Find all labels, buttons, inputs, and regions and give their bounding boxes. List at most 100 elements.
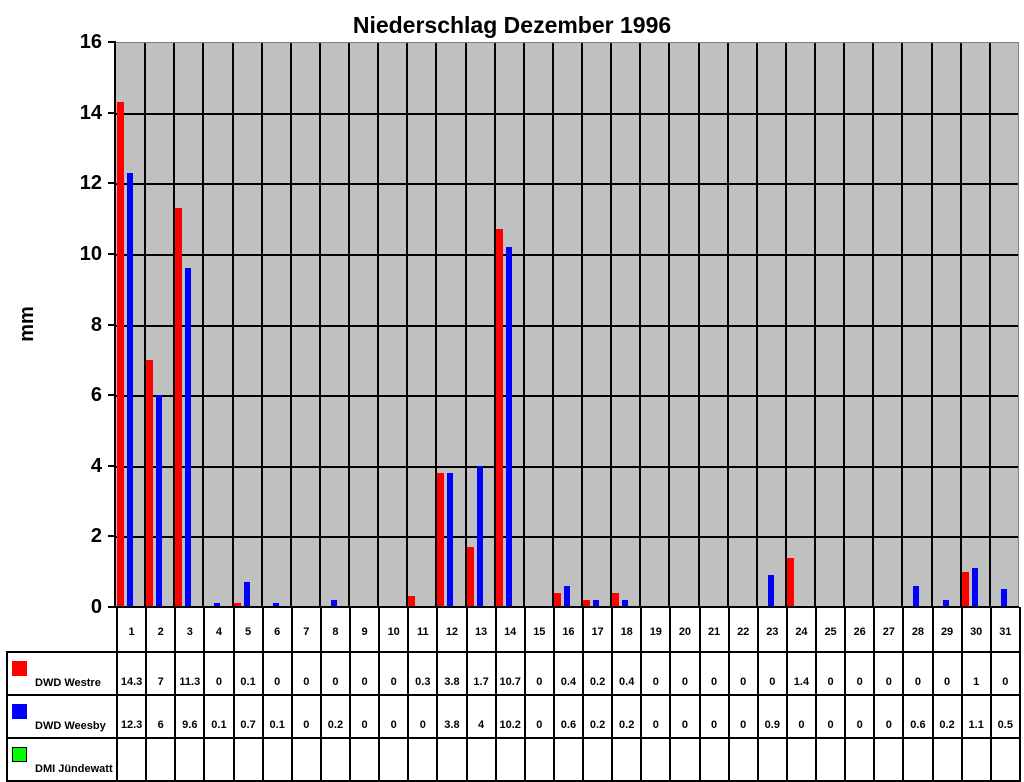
table-cell — [552, 737, 585, 782]
bar-dwd-weesby-day-31 — [1000, 589, 1007, 607]
category-label: 10 — [378, 607, 410, 653]
table-cell: 0 — [902, 651, 934, 696]
table-cell — [756, 737, 788, 782]
table-cell: 0 — [261, 651, 293, 696]
v-gridline — [872, 43, 875, 607]
y-tick-label: 16 — [79, 31, 102, 53]
bar-dwd-westre-day-14 — [495, 229, 503, 607]
table-cell: 0.7 — [232, 694, 264, 739]
table-cell: 0.1 — [261, 694, 293, 739]
category-label: 9 — [348, 607, 381, 653]
category-row: 1 2 3 4 5 6 7 8 9 10 11 12 13 14 15 16 17 18 19 20 21 22 23 24 2… — [7, 607, 1021, 653]
table-cell: 0 — [873, 694, 905, 739]
table-cell: 0 — [407, 694, 439, 739]
table-cell: 0 — [348, 694, 381, 739]
legend-key-red — [12, 661, 27, 676]
table-cell: 0 — [727, 694, 759, 739]
category-label: 8 — [319, 607, 352, 653]
category-label: 7 — [290, 607, 322, 653]
table-cell — [290, 737, 322, 782]
table-cell: 0.9 — [756, 694, 788, 739]
table-cell — [611, 737, 643, 782]
table-cell — [581, 737, 614, 782]
category-label: 20 — [669, 607, 701, 653]
table-cell: 0.2 — [319, 694, 352, 739]
bar-dwd-weesby-day-18 — [622, 599, 629, 607]
v-gridline — [493, 43, 496, 607]
category-label: 21 — [698, 607, 730, 653]
h-gridline — [116, 324, 1018, 327]
v-gridline — [464, 43, 467, 607]
category-label: 26 — [844, 607, 876, 653]
y-tick — [108, 41, 116, 43]
category-label: 23 — [756, 607, 788, 653]
bar-dwd-weesby-day-13 — [476, 465, 483, 607]
table-cell: 0 — [814, 694, 847, 739]
table-cell: 1.4 — [785, 651, 818, 696]
series-row-westre: DWD Westre 14.3 7 11.3 0 0.1 0 0 0 0 0 0.3 3.8 1.7 10… — [6, 651, 1021, 696]
y-tick-label: 14 — [79, 101, 102, 124]
y-tick — [108, 252, 116, 255]
table-cell — [203, 737, 235, 782]
category-label: 28 — [902, 607, 934, 653]
category-label: 31 — [989, 607, 1021, 653]
table-cell: 0.1 — [232, 651, 264, 696]
table-cell: 0 — [203, 651, 235, 696]
table-cell — [960, 737, 992, 782]
v-gridline — [522, 43, 525, 607]
table-cell: 0 — [844, 694, 876, 739]
y-tick — [108, 111, 116, 114]
table-cell: 0 — [523, 651, 555, 696]
table-cell: 0 — [290, 651, 322, 696]
y-tick-label: 12 — [79, 172, 102, 195]
table-cell — [902, 737, 934, 782]
bar-dwd-weesby-day-16 — [563, 585, 570, 607]
table-cell: 0.6 — [552, 694, 585, 739]
series-row-weesby: DWD Weesby 12.3 6 9.6 0.1 0.7 0.1 0 0.2 0 0 0 3.8 4 1… — [6, 694, 1021, 739]
category-label: 18 — [611, 607, 643, 653]
v-gridline — [726, 43, 729, 607]
v-gridline — [843, 43, 846, 607]
table-cell: 0 — [319, 651, 352, 696]
table-cell: 0.4 — [552, 651, 585, 696]
table-cell — [436, 737, 468, 782]
table-cell: 0 — [669, 694, 701, 739]
table-cell — [523, 737, 555, 782]
table-cell: 10.7 — [494, 651, 526, 696]
table-cell — [844, 737, 876, 782]
bar-dwd-westre-day-30 — [961, 571, 969, 607]
category-label: 15 — [523, 607, 555, 653]
v-gridline — [814, 43, 817, 607]
table-cell — [145, 737, 177, 782]
bar-dwd-weesby-day-17 — [593, 599, 600, 607]
table-cell: 3.8 — [436, 651, 468, 696]
v-gridline — [318, 43, 321, 607]
table-cell: 1 — [960, 651, 992, 696]
legend-entry-westre: DWD Westre — [6, 651, 118, 696]
table-cell: 0.1 — [203, 694, 235, 739]
table-cell — [785, 737, 818, 782]
category-label: 24 — [785, 607, 818, 653]
y-tick-label: 2 — [90, 525, 102, 548]
h-gridline — [116, 253, 1018, 256]
bar-dwd-westre-day-12 — [437, 472, 445, 607]
v-gridline — [959, 43, 962, 607]
table-cell: 0.2 — [931, 694, 963, 739]
y-tick-label: 8 — [90, 313, 102, 336]
v-gridline — [901, 43, 904, 607]
y-tick — [108, 182, 116, 185]
table-cell — [261, 737, 293, 782]
v-gridline — [784, 43, 787, 607]
y-tick — [108, 323, 116, 326]
data-table: 1 2 3 4 5 6 7 8 9 10 11 12 13 14 15 16 17 18 19 20 21 22 23 24 2… — [6, 607, 1021, 782]
v-gridline — [755, 43, 758, 607]
bar-dwd-westre-day-5 — [233, 603, 241, 607]
bar-dwd-weesby-day-3 — [185, 268, 192, 607]
v-gridline — [289, 43, 292, 607]
v-gridline — [231, 43, 234, 607]
plot-area — [116, 42, 1019, 607]
y-tick — [108, 535, 116, 538]
table-cell: 0 — [640, 651, 672, 696]
bar-dwd-weesby-day-1 — [127, 172, 133, 607]
table-cell: 10.2 — [494, 694, 526, 739]
